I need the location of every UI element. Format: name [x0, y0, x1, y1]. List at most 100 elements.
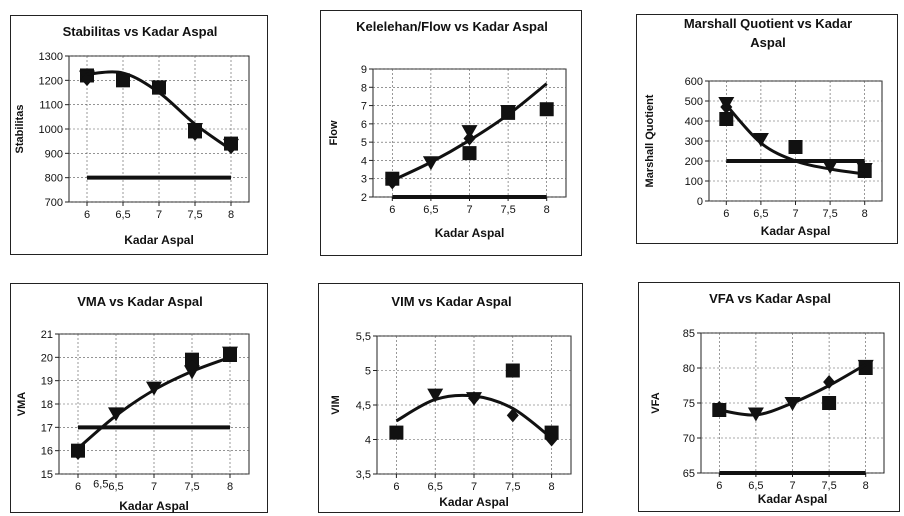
x-tick-label: 6 — [393, 481, 399, 493]
y-axis-label: Flow — [328, 120, 340, 145]
y-tick-label: 3,5 — [356, 469, 371, 481]
y-tick-label: 8 — [361, 82, 367, 94]
data-point-triangle — [822, 160, 839, 174]
chart-title: VFA vs Kadar Aspal — [709, 291, 831, 306]
x-axis-label: Kadar Aspal — [758, 492, 828, 506]
x-tick-label: 7 — [156, 209, 162, 221]
chart-title: VIM vs Kadar Aspal — [391, 294, 511, 309]
y-tick-label: 16 — [41, 446, 53, 458]
x-tick-label: 7,5 — [184, 481, 199, 493]
x-tick-label: 7,5 — [822, 208, 837, 220]
x-tick-label: 8 — [544, 204, 550, 216]
data-point-triangle — [752, 133, 769, 147]
y-tick-label: 4,5 — [356, 400, 371, 412]
chart-flow: Kelelehan/Flow vs Kadar Aspal 2 3 4 5 6 7 8 9 6 6,… — [328, 19, 567, 240]
x-tick-label: 8 — [862, 208, 868, 220]
x-axis-label: Kadar Aspal — [439, 495, 509, 509]
panel-vma: VMA vs Kadar Aspal 15 16 17 18 19 20 21 6 6,5 7 7,5… — [10, 283, 268, 513]
y-axis-label: VFA — [650, 392, 662, 413]
y-tick-label: 5 — [361, 137, 367, 149]
x-tick-label: 6 — [389, 204, 395, 216]
y-tick-label: 700 — [45, 197, 63, 209]
y-tick-label: 65 — [683, 468, 695, 480]
panel-stabilitas: Stabilitas vs Kadar Aspal 700 800 900 1000 11… — [10, 15, 268, 255]
trend-curve — [391, 82, 548, 182]
y-tick-label: 300 — [685, 136, 703, 148]
y-tick-label: 21 — [41, 329, 53, 341]
y-tick-label: 5,5 — [356, 331, 371, 343]
data-point-diamond — [72, 446, 84, 460]
chart-mq: Marshall Quotient vs Kadar Aspal 0 100 200 30… — [644, 16, 883, 238]
y-tick-label: 600 — [685, 76, 703, 88]
y-tick-label: 15 — [41, 469, 53, 481]
data-point-square — [116, 73, 130, 88]
x-tick-label: 6 — [716, 480, 722, 492]
y-tick-label: 70 — [683, 433, 695, 445]
data-point-square — [539, 102, 554, 117]
y-tick-label: 800 — [45, 173, 63, 185]
data-point-square — [788, 140, 803, 154]
x-tick-label: 6,5 — [748, 480, 763, 492]
y-tick-label: 200 — [685, 156, 703, 168]
chart-title: Marshall Quotient vs Kadar — [684, 16, 852, 31]
y-tick-label: 18 — [41, 399, 53, 411]
chart-vma: VMA vs Kadar Aspal 15 16 17 18 19 20 21 6 6,5 7 7,5… — [16, 294, 250, 513]
x-tick-label: 6,5 — [428, 481, 443, 493]
x-tick-label: 7 — [151, 481, 157, 493]
data-point-square — [822, 396, 837, 410]
x-axis-label: Kadar Aspal — [124, 233, 194, 247]
y-tick-label: 0 — [697, 196, 703, 208]
y-tick-label: 6 — [361, 119, 367, 131]
x-tick-label: 7 — [471, 481, 477, 493]
y-tick-label: 19 — [41, 376, 53, 388]
y-tick-label: 85 — [683, 328, 695, 340]
data-point-triangle — [222, 346, 238, 361]
trend-curve — [719, 363, 867, 417]
y-tick-label: 20 — [41, 352, 53, 364]
data-point-diamond — [545, 432, 558, 447]
data-point-square — [185, 352, 199, 367]
y-tick-label: 75 — [683, 398, 695, 410]
y-tick-label: 5 — [365, 366, 371, 378]
data-point-diamond — [81, 72, 93, 87]
y-tick-label: 100 — [685, 176, 703, 188]
y-tick-label: 9 — [361, 64, 367, 76]
x-tick-label: 8 — [227, 481, 233, 493]
y-tick-label: 1300 — [39, 51, 63, 63]
x-axis-label: Kadar Aspal — [119, 499, 189, 513]
y-axis-label: VIM — [330, 395, 342, 415]
x-tick-label: 7 — [466, 204, 472, 216]
y-tick-label: 1000 — [39, 124, 63, 136]
panel-flow: Kelelehan/Flow vs Kadar Aspal 2 3 4 5 6 7 8 9 6 6,… — [320, 10, 582, 256]
y-tick-label: 4 — [361, 155, 367, 167]
x-tick-label: 6,5 — [423, 204, 438, 216]
data-point-triangle — [857, 359, 874, 374]
data-point-square — [389, 425, 404, 440]
data-point-triangle — [500, 105, 517, 120]
y-tick-label: 7 — [361, 101, 367, 113]
chart-vim: VIM vs Kadar Aspal 3,5 4 4,5 5 5,5 6 6,5 7 7,5 8 Ka… — [330, 294, 572, 509]
y-tick-label: 500 — [685, 96, 703, 108]
data-point-triangle — [427, 388, 444, 403]
x-tick-label: 7 — [792, 208, 798, 220]
data-point-square — [505, 363, 520, 378]
x-tick-label: 6,5 — [115, 209, 130, 221]
y-tick-label: 3 — [361, 174, 367, 186]
trend-curve — [395, 393, 553, 440]
x-tick-label: 7 — [789, 480, 795, 492]
chart-title: Kelelehan/Flow vs Kadar Aspal — [356, 19, 548, 34]
y-tick-label: 4 — [365, 435, 371, 447]
panel-marshall-quotient: Marshall Quotient vs Kadar Aspal 0 100 200 30… — [636, 14, 898, 244]
chart-title: Stabilitas vs Kadar Aspal — [63, 24, 218, 39]
panel-vfa: VFA vs Kadar Aspal 65 70 75 80 85 6 6,5 7 7,5 8 Kad… — [638, 282, 900, 512]
y-tick-label: 17 — [41, 422, 53, 434]
x-tick-label: 8 — [863, 480, 869, 492]
trend-curve — [77, 355, 231, 450]
trend-curve — [725, 103, 865, 176]
x-tick-label: 6 — [84, 209, 90, 221]
panel-vim: VIM vs Kadar Aspal 3,5 4 4,5 5 5,5 6 6,5 7 7,5 8 Ka… — [318, 283, 583, 513]
x-tick-label: 7,5 — [505, 481, 520, 493]
chart-title: VMA vs Kadar Aspal — [77, 294, 202, 309]
x-tick-label: 8 — [549, 481, 555, 493]
y-axis-label: Marshall Quotient — [644, 94, 656, 187]
